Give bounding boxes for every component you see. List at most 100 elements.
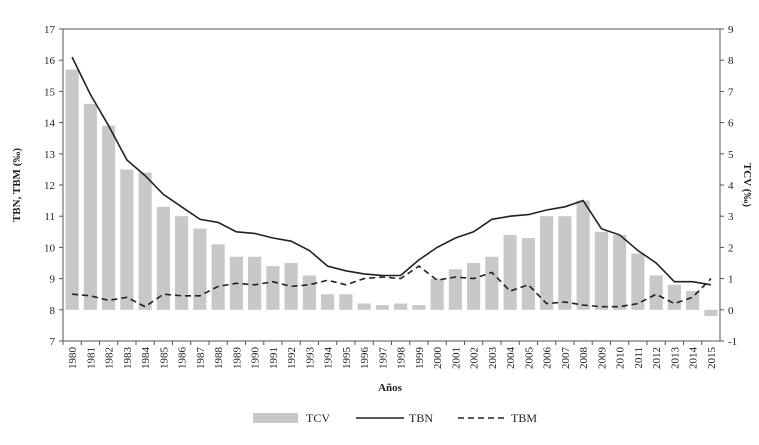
tcv-bar: [302, 275, 316, 310]
tcv-bar: [193, 228, 207, 310]
x-tick-label: 1996: [359, 347, 371, 370]
tcv-bar: [339, 294, 353, 310]
tcv-bar: [321, 294, 335, 310]
legend-swatch-tcv: [253, 413, 298, 423]
y-right-tick-label: 9: [728, 24, 734, 36]
x-tick-label: 1991: [268, 347, 280, 369]
tcv-bar: [102, 125, 116, 310]
y-left-tick-label: 7: [50, 336, 56, 348]
tcv-bar: [83, 103, 97, 310]
y-right-tick-label: 1: [728, 274, 734, 286]
y-left-tick-label: 15: [44, 86, 56, 98]
x-tick-label: 2001: [450, 347, 462, 369]
y-left-tick-label: 13: [44, 149, 56, 161]
tcv-bar: [613, 234, 627, 310]
x-tick-label: 2005: [523, 347, 535, 370]
x-tick-label: 2011: [633, 347, 645, 369]
tcv-bar: [521, 238, 535, 310]
x-tick-label: 1980: [67, 347, 79, 370]
tcv-bar: [284, 263, 298, 310]
y-left-tick-label: 17: [44, 24, 56, 36]
axes-frame: [59, 28, 724, 345]
y-left-tick-label: 11: [44, 211, 55, 223]
x-tick-label: 2010: [615, 347, 627, 370]
x-tick-label: 1981: [85, 347, 97, 369]
x-tick-label: 1994: [323, 347, 335, 370]
y-axis-right-title: TCV (‰): [741, 163, 753, 207]
tcv-bar: [649, 275, 663, 310]
x-tick-label: 1998: [396, 347, 408, 370]
x-tick-label: 1999: [414, 347, 426, 370]
y-left-tick-label: 14: [44, 118, 56, 130]
tcv-bar: [412, 305, 426, 310]
tcv-bar: [448, 269, 462, 310]
tcv-bar: [120, 169, 134, 310]
tcv-bar: [375, 305, 389, 310]
legend-label: TCV: [306, 411, 330, 425]
x-tick-label: 2012: [651, 347, 663, 369]
x-tick-label: 1989: [231, 347, 243, 370]
x-tick-label: 2007: [560, 347, 572, 370]
legend-label: TBN: [409, 411, 433, 425]
x-axis-title: Años: [378, 382, 403, 394]
tcv-bar: [686, 291, 700, 310]
tcv-bar: [594, 231, 608, 310]
tcv-bar: [540, 216, 554, 310]
x-tick-label: 1986: [177, 347, 189, 370]
tcv-bar: [667, 284, 681, 310]
x-tick-label: 1984: [140, 347, 152, 370]
tcv-bar: [503, 234, 517, 310]
tcv-bar: [156, 206, 170, 310]
y-left-tick-label: 16: [44, 55, 56, 67]
x-tick-label: 1990: [250, 347, 262, 370]
y-right-tick-label: 7: [728, 86, 734, 98]
y-right-tick-label: 2: [728, 242, 734, 254]
tcv-bar: [704, 309, 718, 317]
y-left-tick-label: 10: [44, 242, 56, 254]
tcv-bar: [576, 200, 590, 310]
y-right-tick-label: 8: [728, 55, 734, 67]
tcv-bar: [430, 278, 444, 310]
y-left-tick-label: 9: [50, 274, 56, 286]
x-tick-label: 1983: [122, 347, 134, 370]
x-tick-label: 1982: [104, 347, 116, 369]
x-tick-label: 2004: [505, 347, 517, 370]
x-tick-label: 2014: [688, 347, 700, 370]
tcv-bar: [175, 216, 189, 310]
legend-label: TBM: [511, 411, 537, 425]
y-right-tick-label: 4: [728, 180, 734, 192]
tcv-bar: [357, 303, 371, 310]
rate-lines: [71, 56, 712, 308]
x-tick-label: 2006: [542, 347, 554, 370]
x-tick-label: 1988: [213, 347, 225, 370]
y-right-tick-label: -1: [728, 336, 737, 348]
y-left-tick-label: 12: [44, 180, 55, 192]
tcv-bar: [138, 172, 152, 310]
x-tick-label: 2008: [578, 347, 590, 370]
y-axis-left-title: TBN, TBM (‰): [11, 148, 23, 222]
x-tick-label: 2000: [432, 347, 444, 370]
tcv-bar: [248, 256, 262, 310]
y-right-tick-label: 3: [728, 211, 734, 223]
x-tick-label: 2002: [469, 347, 481, 369]
tbm-line: [72, 265, 712, 308]
x-tick-label: 1997: [377, 347, 389, 370]
x-tick-label: 2009: [596, 347, 608, 370]
x-tick-label: 1995: [341, 347, 353, 370]
tcv-bar: [467, 263, 481, 310]
x-tick-label: 2003: [487, 347, 499, 370]
tcv-bar: [631, 253, 645, 310]
x-tick-label: 1992: [286, 347, 298, 369]
x-tick-label: 1993: [304, 347, 316, 370]
tcv-bar: [558, 216, 572, 310]
tcv-bar: [485, 256, 499, 310]
tcv-bar: [266, 266, 280, 310]
tcv-bar: [394, 303, 408, 310]
x-tick-label: 2013: [669, 347, 681, 370]
y-left-tick-label: 8: [50, 305, 56, 317]
tcv-bar: [211, 244, 225, 310]
y-right-tick-label: 0: [728, 305, 734, 317]
